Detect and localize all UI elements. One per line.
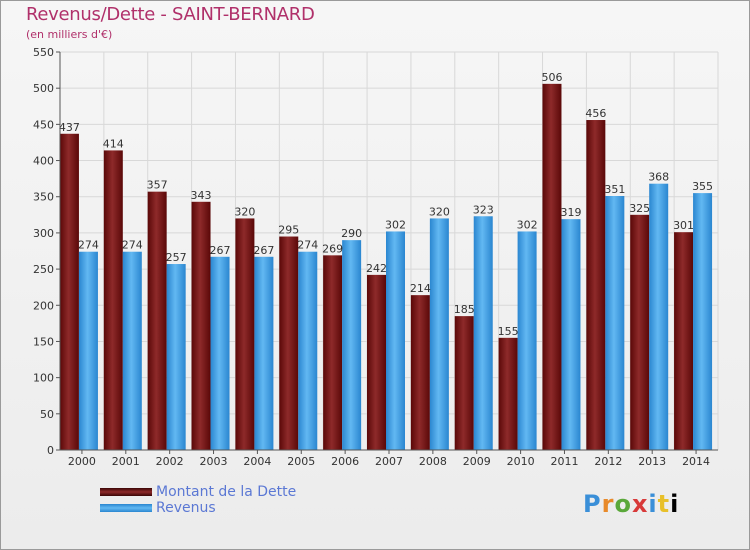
data-label: 319	[560, 206, 581, 219]
data-label: 301	[673, 219, 694, 232]
bar-revenus	[166, 264, 186, 450]
bar-dette	[586, 120, 606, 450]
bar-revenus	[210, 256, 230, 450]
data-labels: 437 274 414 274 357 257 343 267 320 267 295 274 269 2…	[59, 71, 713, 338]
data-label: 274	[297, 239, 318, 252]
y-tick-label: 350	[33, 191, 54, 204]
y-tick-label: 150	[33, 335, 54, 348]
data-label: 155	[498, 325, 519, 338]
x-tick-label: 2012	[594, 455, 622, 468]
data-label: 290	[341, 227, 362, 240]
data-label: 274	[122, 239, 143, 252]
data-label: 295	[278, 224, 299, 237]
data-label: 357	[147, 179, 168, 192]
bar-dette	[279, 236, 299, 450]
data-label: 414	[103, 137, 124, 150]
data-label: 267	[210, 244, 231, 257]
data-label: 368	[648, 171, 669, 184]
axes: 0 50 100 150 200 250 300 350 400 450 500 550 2000 200…	[33, 46, 718, 468]
data-label: 214	[410, 282, 431, 295]
bar-revenus	[605, 196, 625, 450]
bar-dette	[542, 83, 562, 450]
y-tick-label: 250	[33, 263, 54, 276]
bar-revenus	[473, 216, 493, 450]
data-label: 456	[585, 107, 606, 120]
bar-dette	[147, 191, 167, 451]
x-tick-label: 2003	[200, 455, 228, 468]
bar-revenus	[342, 240, 362, 450]
data-label: 351	[604, 183, 625, 196]
y-tick-label: 500	[33, 82, 54, 95]
y-tick-label: 200	[33, 299, 54, 312]
y-tick-label: 400	[33, 155, 54, 168]
data-label: 437	[59, 121, 80, 134]
x-tick-label: 2014	[682, 455, 710, 468]
data-label: 323	[473, 203, 494, 216]
bar-dette	[59, 133, 79, 450]
x-tick-label: 2000	[68, 455, 96, 468]
data-label: 269	[322, 242, 343, 255]
bar-dette	[191, 201, 211, 450]
bar-dette	[674, 232, 694, 450]
y-tick-label: 450	[33, 118, 54, 131]
data-label: 343	[191, 189, 212, 202]
bar-dette	[367, 274, 386, 450]
bars	[59, 83, 713, 451]
x-tick-label: 2009	[463, 455, 491, 468]
bar-dette	[103, 150, 123, 450]
data-label: 325	[629, 202, 650, 215]
data-label: 274	[78, 239, 99, 252]
bar-dette	[454, 316, 474, 450]
x-tick-label: 2011	[550, 455, 578, 468]
data-label: 267	[253, 244, 274, 257]
x-tick-label: 2007	[375, 455, 403, 468]
bar-revenus	[386, 231, 405, 450]
legend-label-revenus: Revenus	[156, 500, 216, 516]
x-tick-label: 2005	[287, 455, 315, 468]
y-tick-label: 550	[33, 46, 54, 59]
bar-dette	[235, 218, 255, 450]
legend-label-dette: Montant de la Dette	[156, 484, 297, 500]
data-label: 242	[366, 262, 387, 275]
x-tick-label: 2002	[156, 455, 184, 468]
legend-swatch-dette	[100, 488, 152, 496]
data-label: 257	[166, 251, 187, 264]
bar-revenus	[429, 218, 449, 450]
x-tick-label: 2004	[243, 455, 271, 468]
x-tick-label: 2006	[331, 455, 359, 468]
bar-dette	[630, 214, 650, 450]
data-label: 302	[517, 218, 538, 231]
bar-revenus	[517, 231, 537, 450]
y-tick-label: 50	[40, 408, 54, 421]
data-label: 185	[454, 303, 475, 316]
bar-dette	[323, 255, 343, 450]
y-tick-label: 0	[47, 444, 54, 457]
bar-revenus	[78, 251, 98, 450]
bar-revenus	[561, 219, 581, 450]
x-tick-label: 2010	[507, 455, 535, 468]
data-label: 320	[429, 205, 450, 218]
x-tick-label: 2001	[112, 455, 140, 468]
bar-dette	[498, 337, 518, 450]
data-label: 506	[541, 71, 562, 84]
bar-revenus	[254, 256, 274, 450]
bar-dette	[410, 295, 430, 450]
bar-revenus	[649, 183, 669, 450]
x-tick-label: 2013	[638, 455, 666, 468]
y-tick-label: 100	[33, 372, 54, 385]
bar-revenus	[298, 251, 318, 450]
bar-revenus	[122, 251, 142, 450]
chart-subtitle: (en milliers d'€)	[26, 28, 113, 41]
x-tick-label: 2008	[419, 455, 447, 468]
data-label: 355	[692, 180, 713, 193]
data-label: 302	[385, 218, 406, 231]
proxiti-logo: Proxiti	[583, 490, 680, 518]
bar-revenus	[693, 193, 713, 451]
legend-swatch-revenus	[100, 504, 152, 512]
chart-title: Revenus/Dette - SAINT-BERNARD	[26, 4, 315, 25]
y-tick-label: 300	[33, 227, 54, 240]
data-label: 320	[234, 205, 255, 218]
